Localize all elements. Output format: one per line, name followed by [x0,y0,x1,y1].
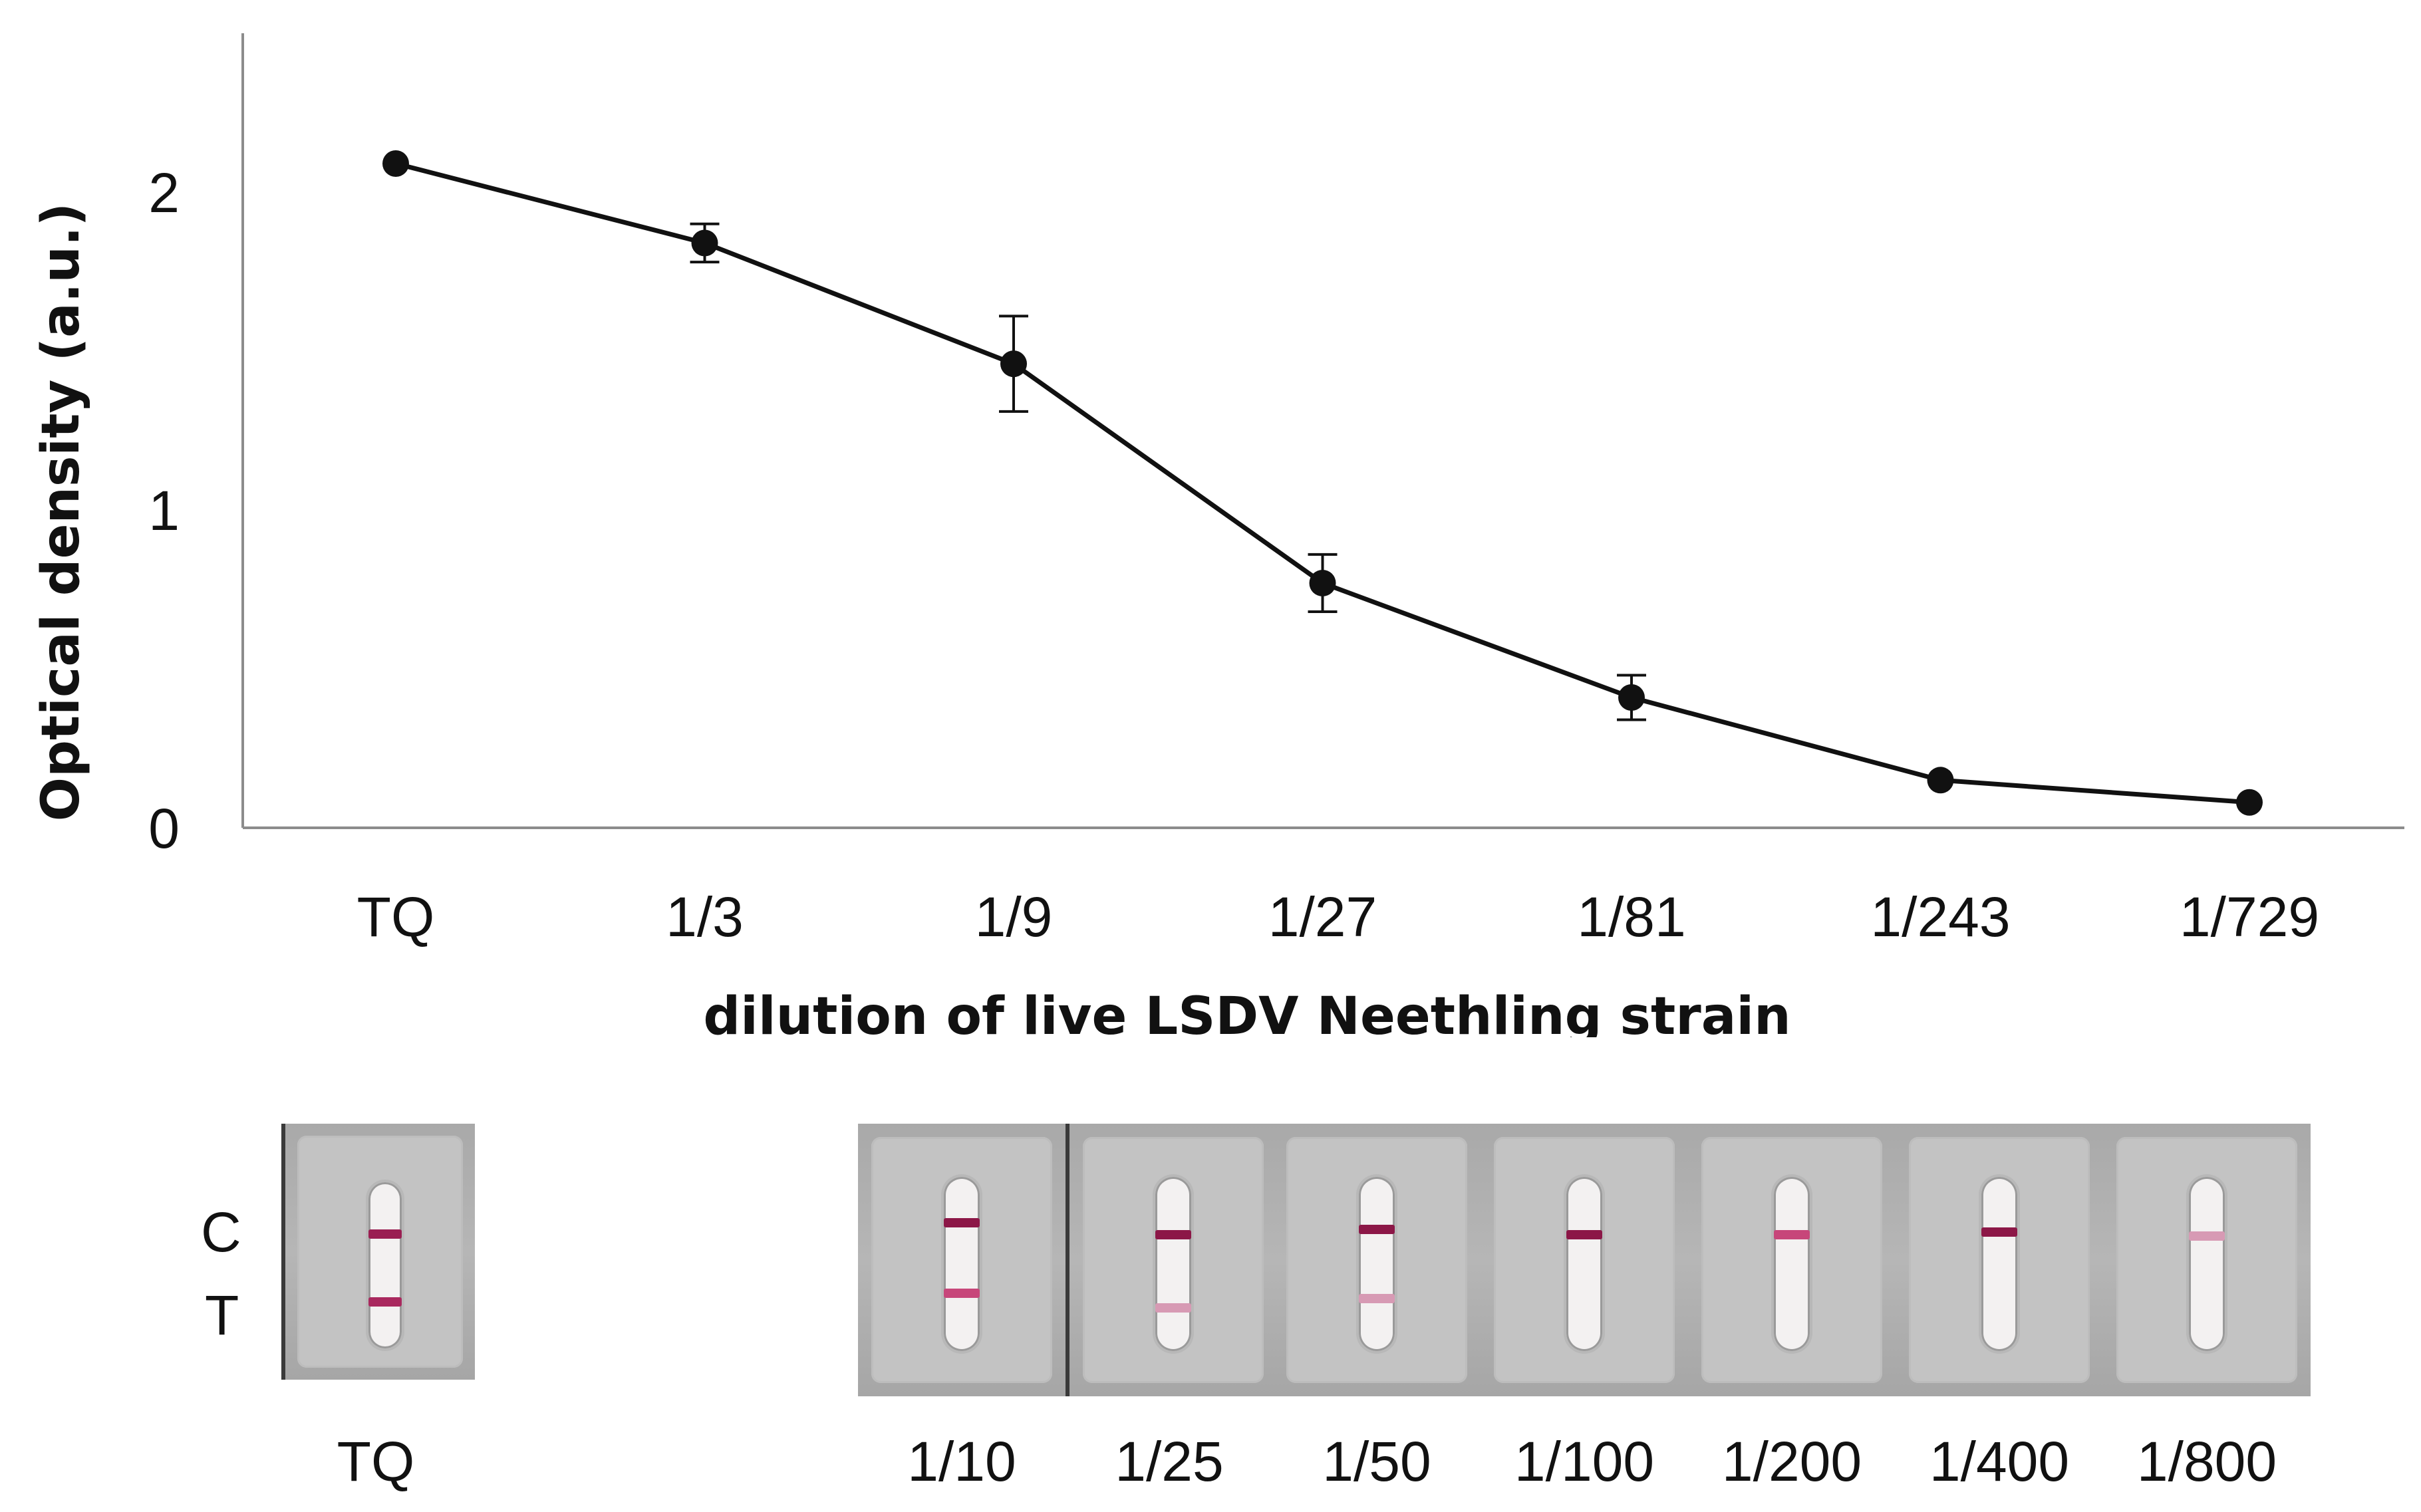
x-tick-labels: TQ 1/3 1/9 1/27 1/81 1/243 1/729 [357,886,2319,948]
strip-window [1774,1177,1810,1351]
od-line-chart: 0 1 2 TQ 1/3 1/9 1/27 1/81 1/243 1/729 dilution … [31,33,2404,1037]
x-tick-label: 1/729 [2180,886,2319,948]
strip-window [944,1177,980,1351]
x-tick-label: 1/27 [1268,886,1377,948]
control-band [368,1229,402,1239]
data-point [382,150,409,177]
dilution-strip-photo [1273,1124,1481,1396]
y-tick-label: 1 [148,479,180,542]
x-tick-label: 1/3 [666,886,744,948]
dilution-strip-label: 1/200 [1721,1430,1862,1493]
strip-window [1155,1177,1191,1351]
y-axis-title: Optical density (a.u.) [31,203,91,821]
dilution-strip-label: 1/50 [1322,1430,1431,1493]
axes [241,33,2404,829]
control-band [1155,1230,1191,1239]
control-band [1359,1225,1395,1234]
test-band [944,1289,980,1298]
reference-strip-photo [281,1124,475,1380]
dilution-strip-photo [1066,1124,1277,1396]
x-tick-label: 1/81 [1577,886,1686,948]
control-band [944,1218,980,1227]
data-markers [382,150,2263,816]
data-point [2236,789,2263,816]
dilution-strip-photo [1481,1124,1688,1396]
x-tick-label: 1/9 [975,886,1053,948]
test-band [1359,1294,1395,1303]
dilution-strip-photo [858,1124,1066,1396]
y-tick-label: 0 [148,797,180,860]
x-tick-label: 1/243 [1870,886,2010,948]
data-point [1309,569,1336,596]
x-tick-label: TQ [357,886,435,948]
dilution-strip-photo [2103,1124,2311,1396]
control-band [2189,1231,2225,1241]
dilution-strip-label: 1/100 [1514,1430,1655,1493]
dilution-strip-label: 1/400 [1929,1430,2070,1493]
test-band [368,1297,402,1307]
x-axis-title: dilution of live LSDV Neethling strain [703,987,1790,1037]
od-series-line [395,161,2250,805]
test-line-label: T [205,1284,239,1346]
dilution-strip-photo [1688,1124,1896,1396]
strip-window [1981,1177,2017,1351]
dilution-strip-label: 1/25 [1115,1430,1224,1493]
dilution-strip-photo [1896,1124,2103,1396]
test-band [1155,1303,1191,1313]
dilution-strip-label: 1/800 [2136,1430,2277,1493]
dilution-strip-label: 1/10 [907,1430,1016,1493]
strip-window [1566,1177,1602,1351]
data-point [691,229,718,257]
control-line-label: C [201,1201,241,1263]
data-point [1000,350,1027,378]
data-point [1618,684,1645,711]
y-tick-labels: 0 1 2 [148,162,180,860]
control-band [1981,1227,2017,1237]
strip-window [1359,1177,1395,1351]
strip-window [2189,1177,2225,1351]
control-band [1774,1230,1810,1239]
control-band [1566,1230,1602,1239]
reference-strip-label: TQ [337,1430,415,1493]
y-tick-label: 2 [148,162,180,224]
reference-strip-window [368,1182,402,1348]
data-point [1927,767,1954,794]
